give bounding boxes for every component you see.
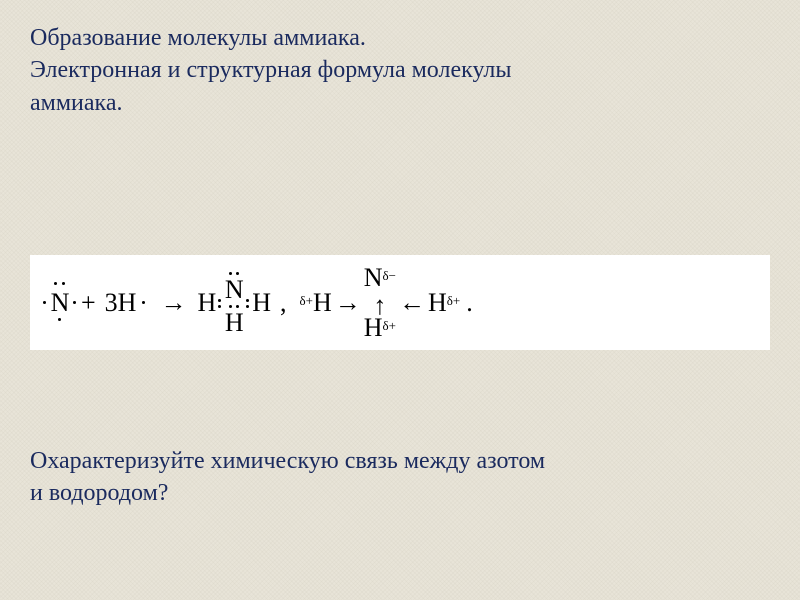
electron-dot (62, 282, 65, 285)
symbol-H: H (428, 290, 447, 316)
polar-center-column: N δ− ↑ H δ+ (364, 265, 396, 341)
heading-block: Образование молекулы аммиака. Электронна… (0, 0, 800, 119)
symbol-H: H (313, 290, 332, 316)
question-line-1: Охарактеризуйте химическую связь между а… (30, 445, 770, 477)
heading-line-2: Электронная и структурная формула молеку… (30, 54, 770, 86)
dipole-arrow-left: ← (399, 290, 425, 316)
electron-dot (73, 301, 76, 304)
polar-dipole-structure: δ+ H → N δ− ↑ H δ+ ← H δ+ . (300, 253, 479, 329)
lewis-ammonia-product: H N H H (197, 258, 271, 324)
symbol-H-left: H (197, 290, 216, 316)
heading-line-3: аммиака. (30, 87, 770, 119)
delta-plus-sup: δ+ (300, 294, 313, 307)
delta-minus-sup: δ− (383, 269, 396, 282)
heading-line-1: Образование молекулы аммиака. (30, 22, 770, 54)
electron-pair (216, 290, 224, 316)
dipole-arrow-right: → (335, 290, 361, 316)
electron-dot (54, 282, 57, 285)
delta-plus-sup: δ+ (447, 294, 460, 307)
symbol-N-center: N (225, 277, 244, 303)
comma: , (280, 290, 287, 316)
H-delta-plus-left: δ+ H (300, 290, 332, 316)
delta-plus-sup: δ+ (383, 319, 396, 332)
equation-panel: N + 3H → H N H (30, 255, 770, 350)
H-delta-plus-bottom: H δ+ (364, 315, 396, 341)
electron-dot (43, 301, 46, 304)
dipole-arrow-up: ↑ (373, 293, 386, 315)
period: . (466, 290, 473, 316)
electron-dot (58, 318, 61, 321)
symbol-H-right: H (252, 290, 271, 316)
electron-dot (142, 301, 145, 304)
question-block: Охарактеризуйте химическую связь между а… (30, 445, 770, 510)
question-line-2: и водородом? (30, 477, 770, 509)
H-delta-plus-right: H δ+ (428, 290, 460, 316)
electron-pair (244, 290, 252, 316)
symbol-N: N (51, 290, 70, 316)
lewis-hydrogen-atom (139, 288, 149, 318)
lewis-nitrogen-atom: N (48, 288, 72, 318)
equation: N + 3H → H N H (48, 265, 479, 341)
coefficient-3H: 3H (105, 290, 137, 316)
symbol-H: H (364, 315, 383, 341)
lone-pair (224, 270, 244, 277)
electron-pair (224, 303, 244, 310)
symbol-N: N (364, 265, 383, 291)
N-delta-minus: N δ− (364, 265, 396, 291)
plus-sign: + (81, 290, 96, 316)
symbol-H-bottom: H (225, 310, 244, 336)
reaction-arrow: → (160, 290, 186, 316)
central-nitrogen-column: N H (224, 270, 244, 336)
